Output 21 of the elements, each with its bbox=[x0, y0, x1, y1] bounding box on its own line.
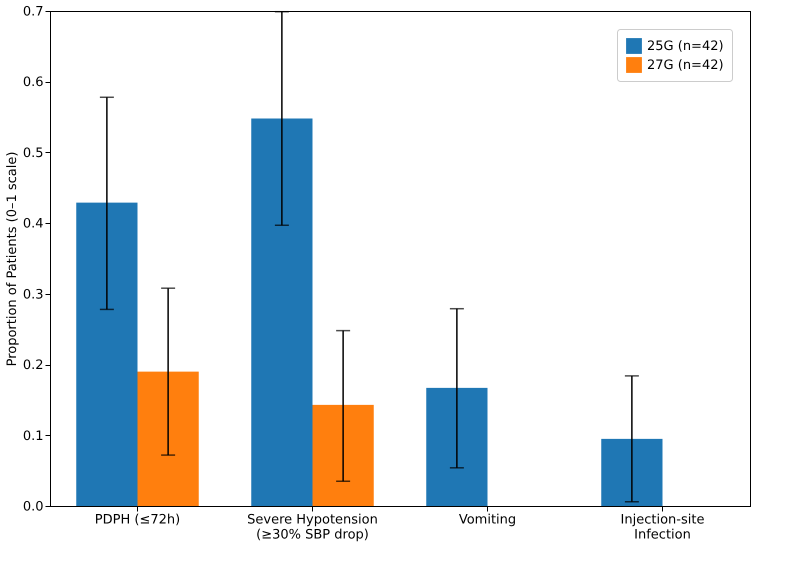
y-tick-label: 0.3 bbox=[22, 287, 44, 302]
x-tick-label: PDPH (≤72h) bbox=[94, 512, 180, 528]
bar bbox=[312, 404, 374, 506]
legend-label: 27G (n=42) bbox=[647, 58, 724, 73]
x-tick-label: Injection-site Infection bbox=[620, 512, 704, 542]
bar bbox=[251, 118, 312, 506]
bar bbox=[601, 438, 662, 506]
y-tick-label: 0.0 bbox=[22, 500, 44, 514]
y-tick-label: 0.4 bbox=[22, 216, 44, 232]
bar bbox=[138, 372, 199, 506]
y-axis-title: Proportion of Patients (0–1 scale) bbox=[4, 152, 20, 366]
bar bbox=[426, 388, 488, 506]
y-tick-label: 0.2 bbox=[22, 358, 44, 374]
bar bbox=[76, 202, 138, 506]
y-tick-label: 0.7 bbox=[22, 4, 44, 20]
y-tick-label: 0.5 bbox=[22, 146, 44, 161]
x-tick-label: Severe Hypotension (≥30% SBP drop) bbox=[247, 512, 378, 542]
legend-label: 25G (n=42) bbox=[647, 39, 724, 54]
x-tick-label: Vomiting bbox=[458, 512, 516, 528]
y-tick-label: 0.6 bbox=[22, 75, 44, 90]
y-tick-label: 0.1 bbox=[22, 428, 44, 444]
